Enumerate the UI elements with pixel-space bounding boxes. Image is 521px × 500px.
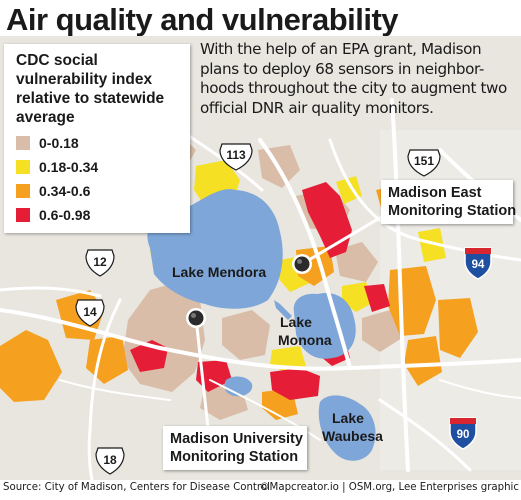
legend: CDC social vulnerability index relative …: [4, 44, 190, 233]
legend-label: 0-0.18: [39, 135, 79, 151]
legend-item: 0.34-0.6: [16, 183, 180, 199]
page-title: Air quality and vulnerability: [6, 2, 399, 37]
station-label-line: Monitoring Station: [170, 449, 299, 465]
svg-text:94: 94: [472, 259, 485, 271]
svg-text:14: 14: [83, 305, 97, 319]
svg-text:151: 151: [414, 154, 434, 168]
svg-text:12: 12: [93, 255, 107, 269]
station-label-line: Monitoring Station: [388, 203, 517, 219]
svg-text:18: 18: [103, 453, 117, 467]
legend-swatch: [16, 160, 30, 174]
us-highway-12-shield-icon: 12: [85, 249, 115, 277]
madison-east-station-label: Madison East Monitoring Station: [381, 180, 517, 224]
legend-swatch: [16, 184, 30, 198]
source-text: Source: City of Madison, Centers for Dis…: [3, 482, 270, 493]
us-highway-18-shield-icon: 18: [95, 447, 125, 475]
interstate-90-shield-icon: 90: [449, 417, 477, 450]
intro-text: With the help of an EPA grant, Madison p…: [200, 40, 507, 117]
legend-label: 0.34-0.6: [39, 183, 91, 199]
lake-waubesa-shape: [318, 395, 376, 461]
legend-item: 0-0.18: [16, 135, 180, 151]
lake-label-monona-line2: Monona: [278, 332, 332, 348]
us-highway-113-shield-icon: 113: [219, 143, 253, 171]
station-label-line: Madison University: [170, 431, 303, 447]
us-highway-151-shield-icon: 151: [407, 149, 441, 177]
legend-item: 0.18-0.34: [16, 159, 180, 175]
legend-title: CDC social vulnerability index relative …: [16, 52, 165, 126]
university-station-callout-line: [194, 317, 210, 429]
madison-university-station-label: Madison University Monitoring Station: [163, 426, 307, 470]
svg-text:113: 113: [226, 148, 246, 162]
lake-label-monona-line1: Lake: [280, 314, 312, 330]
legend-item: 0.6-0.98: [16, 207, 180, 223]
footer: Source: City of Madison, Centers for Dis…: [3, 482, 519, 493]
river-shape: [274, 300, 292, 320]
us-highway-14-shield-icon: 14: [75, 299, 105, 327]
legend-label: 0.18-0.34: [39, 159, 99, 175]
svg-text:90: 90: [457, 429, 470, 441]
legend-swatch: [16, 136, 30, 150]
lake-label-mendota: Lake Mendora: [172, 264, 266, 280]
legend-label: 0.6-0.98: [39, 207, 91, 223]
lake-label-waubesa-line1: Lake: [332, 410, 364, 426]
lake-label-waubesa-line2: Waubesa: [322, 428, 383, 444]
madison-east-station-marker: [292, 254, 312, 274]
legend-swatch: [16, 208, 30, 222]
station-label-line: Madison East: [388, 185, 482, 201]
interstate-94-shield-icon: 94: [464, 247, 492, 280]
credit-text: ©Mapcreator.io | OSM.org, Lee Enterprise…: [259, 482, 519, 493]
madison-university-station-marker: [186, 308, 206, 328]
lake-monona-shape: [293, 293, 356, 359]
